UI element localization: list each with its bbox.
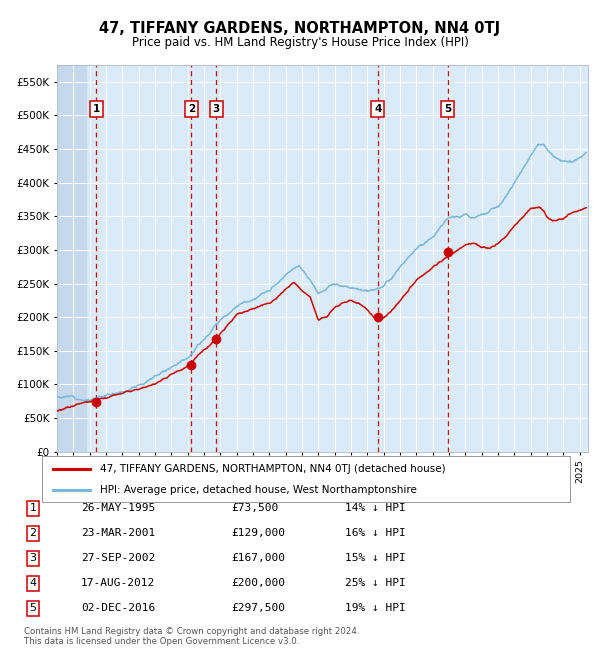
Text: £200,000: £200,000 xyxy=(231,578,285,588)
Text: £129,000: £129,000 xyxy=(231,528,285,538)
Text: 2: 2 xyxy=(29,528,37,538)
Text: 19% ↓ HPI: 19% ↓ HPI xyxy=(345,603,406,614)
Text: This data is licensed under the Open Government Licence v3.0.: This data is licensed under the Open Gov… xyxy=(24,637,299,646)
Text: 02-DEC-2016: 02-DEC-2016 xyxy=(81,603,155,614)
Text: 17-AUG-2012: 17-AUG-2012 xyxy=(81,578,155,588)
Text: 1: 1 xyxy=(29,503,37,514)
Text: 5: 5 xyxy=(29,603,37,614)
Text: 5: 5 xyxy=(444,104,451,114)
Text: 16% ↓ HPI: 16% ↓ HPI xyxy=(345,528,406,538)
Text: 4: 4 xyxy=(29,578,37,588)
Text: £297,500: £297,500 xyxy=(231,603,285,614)
Text: 3: 3 xyxy=(29,553,37,564)
Text: 2: 2 xyxy=(188,104,195,114)
Text: £73,500: £73,500 xyxy=(231,503,278,514)
Text: HPI: Average price, detached house, West Northamptonshire: HPI: Average price, detached house, West… xyxy=(100,484,417,495)
Text: 14% ↓ HPI: 14% ↓ HPI xyxy=(345,503,406,514)
Text: 47, TIFFANY GARDENS, NORTHAMPTON, NN4 0TJ: 47, TIFFANY GARDENS, NORTHAMPTON, NN4 0T… xyxy=(100,21,500,36)
Text: £167,000: £167,000 xyxy=(231,553,285,564)
Text: 27-SEP-2002: 27-SEP-2002 xyxy=(81,553,155,564)
Text: 26-MAY-1995: 26-MAY-1995 xyxy=(81,503,155,514)
Text: 47, TIFFANY GARDENS, NORTHAMPTON, NN4 0TJ (detached house): 47, TIFFANY GARDENS, NORTHAMPTON, NN4 0T… xyxy=(100,463,446,474)
Text: Contains HM Land Registry data © Crown copyright and database right 2024.: Contains HM Land Registry data © Crown c… xyxy=(24,627,359,636)
Text: 1: 1 xyxy=(92,104,100,114)
Text: 25% ↓ HPI: 25% ↓ HPI xyxy=(345,578,406,588)
Text: 4: 4 xyxy=(374,104,382,114)
Text: 23-MAR-2001: 23-MAR-2001 xyxy=(81,528,155,538)
Text: Price paid vs. HM Land Registry's House Price Index (HPI): Price paid vs. HM Land Registry's House … xyxy=(131,36,469,49)
Text: 3: 3 xyxy=(212,104,220,114)
Bar xyxy=(57,65,86,452)
Text: 15% ↓ HPI: 15% ↓ HPI xyxy=(345,553,406,564)
